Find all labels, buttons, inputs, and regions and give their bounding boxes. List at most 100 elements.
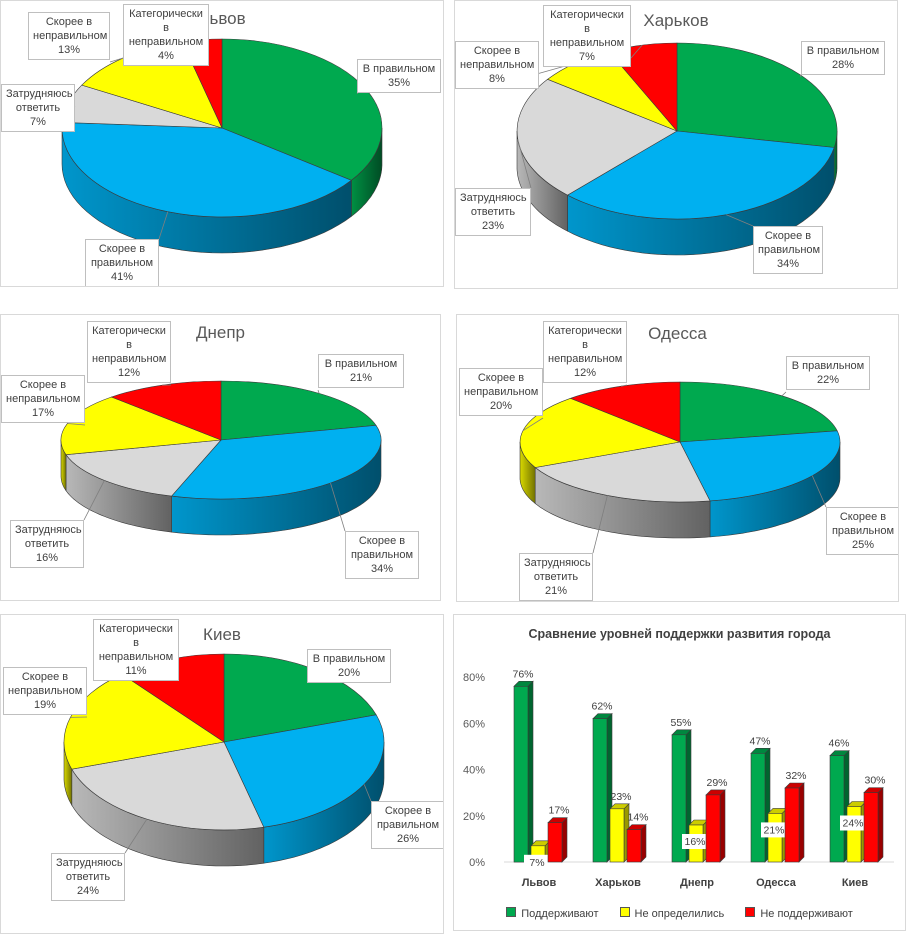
bar-side <box>527 680 534 863</box>
pie-slice <box>223 714 385 828</box>
pie-title: Киев <box>203 625 241 644</box>
bar <box>829 755 845 863</box>
x-tick-label: Львов <box>522 877 557 889</box>
data-label: Скорее в правильном 34% <box>753 226 823 274</box>
data-label-line: 28% <box>831 59 855 71</box>
bar-label-bg <box>682 834 708 849</box>
data-label-line: ответить <box>65 871 111 883</box>
data-label-line: 21% <box>349 372 373 384</box>
data-label-line: неправильном <box>464 386 539 398</box>
leader-line <box>592 495 608 554</box>
bar-value-label: 14% <box>627 812 648 824</box>
bar <box>592 718 608 863</box>
data-label-line: Категорически <box>129 8 203 20</box>
pie-panel-dnipro: Днепр В правильном 21% Скорее в правильном 3… <box>0 314 441 601</box>
pie-panel-kharkiv: Харьков В правильном 28% Скорее в правильно… <box>454 0 898 289</box>
bar-label-bg <box>840 815 866 831</box>
data-label-line: 19% <box>33 699 57 711</box>
data-label: Категорически в неправильном 11% <box>93 619 179 681</box>
data-label: В правильном 35% <box>357 59 441 93</box>
data-label-line: 11% <box>125 665 147 677</box>
legend-label: Не поддерживают <box>760 908 853 920</box>
bar-value-label: 21% <box>763 824 784 836</box>
bar-side <box>561 816 568 863</box>
leader-line <box>67 423 86 426</box>
data-label-line: Скорее в <box>21 671 69 683</box>
data-label: Скорее в неправильном 13% <box>28 12 110 60</box>
data-label: Скорее в неправильном 20% <box>459 368 543 416</box>
bar-panel: Сравнение уровней поддержки развития гор… <box>453 614 906 931</box>
data-label-line: неправильном <box>98 651 174 663</box>
data-label-line: 7% <box>579 51 595 63</box>
bar <box>671 734 687 863</box>
data-label-line: неправильном <box>6 393 81 405</box>
data-label-line: В правильном <box>806 45 880 57</box>
bar <box>784 787 800 863</box>
data-label: Затрудняюсь ответить 16% <box>10 520 84 568</box>
leader-line <box>522 417 544 432</box>
pie-slice <box>566 130 835 220</box>
x-tick-label: Одесса <box>756 877 797 889</box>
data-label-line: В правильном <box>324 358 398 370</box>
bar-label-bg <box>761 822 787 838</box>
data-label-line: Затрудняюсь <box>15 524 82 536</box>
data-label: Скорее в правильном 34% <box>345 531 419 579</box>
bar <box>705 794 721 863</box>
data-label-line: правильном <box>376 819 440 831</box>
bar <box>846 806 862 863</box>
leader-line <box>317 389 320 394</box>
leader-line <box>517 139 532 189</box>
data-label-line: Категорически <box>92 325 166 337</box>
bar-value-label: 55% <box>670 717 691 729</box>
data-label-line: в <box>163 22 169 34</box>
leader-line <box>726 214 754 227</box>
bar <box>513 686 529 863</box>
legend-swatch <box>506 907 517 917</box>
data-label-line: Скорее в <box>473 45 521 57</box>
bar-side <box>798 782 805 863</box>
data-label-line: Скорее в <box>477 372 525 384</box>
bar-value-label: 76% <box>512 668 533 680</box>
data-label-line: ответить <box>470 206 516 218</box>
data-label-line: Затрудняюсь <box>56 857 123 869</box>
data-label-line: Скорее в <box>358 535 406 547</box>
data-label-line: неправильном <box>33 30 108 42</box>
data-label: В правильном 28% <box>801 41 885 75</box>
data-label-line: 4% <box>158 50 174 62</box>
data-label-line: Скорее в <box>45 16 93 28</box>
data-label-line: неправильном <box>548 353 623 365</box>
data-label: Скорее в неправильном 17% <box>1 375 85 423</box>
leader-line <box>799 74 802 78</box>
pie-slice <box>516 78 678 196</box>
data-label-line: ответить <box>15 102 61 114</box>
data-label-line: 17% <box>31 407 55 419</box>
bar-value-label: 30% <box>864 775 885 787</box>
data-label-line: в <box>582 339 588 351</box>
pie-chart <box>60 380 382 536</box>
pie-slice <box>71 741 265 831</box>
data-label: Скорее в неправильном 8% <box>455 41 539 89</box>
data-label: Затрудняюсь ответить 7% <box>1 84 75 132</box>
y-tick-label: 60% <box>463 718 485 730</box>
leader-line <box>124 818 148 854</box>
leader-line <box>630 44 643 59</box>
pie-slice <box>679 381 838 443</box>
data-label-line: неправильном <box>128 36 204 48</box>
data-label-line: 24% <box>76 885 100 897</box>
data-label-line: Затрудняюсь <box>6 88 73 100</box>
data-label-line: 16% <box>35 552 59 564</box>
data-label-line: неправильном <box>8 685 83 697</box>
data-label-line: 12% <box>117 367 141 379</box>
y-tick-label: 20% <box>463 811 485 823</box>
data-label-line: неправильном <box>92 353 167 365</box>
data-label-line: правильном <box>90 257 154 269</box>
data-label-line: 12% <box>573 367 597 379</box>
data-label-line: Категорически <box>99 623 173 635</box>
data-label-line: ответить <box>533 571 579 583</box>
data-label-line: 21% <box>544 585 568 597</box>
data-label-line: правильном <box>758 244 821 256</box>
data-label: Категорически в неправильном 12% <box>87 321 171 383</box>
pie-slice <box>569 381 681 443</box>
data-label-line: В правильном <box>791 360 865 372</box>
data-label-line: 23% <box>481 220 505 232</box>
